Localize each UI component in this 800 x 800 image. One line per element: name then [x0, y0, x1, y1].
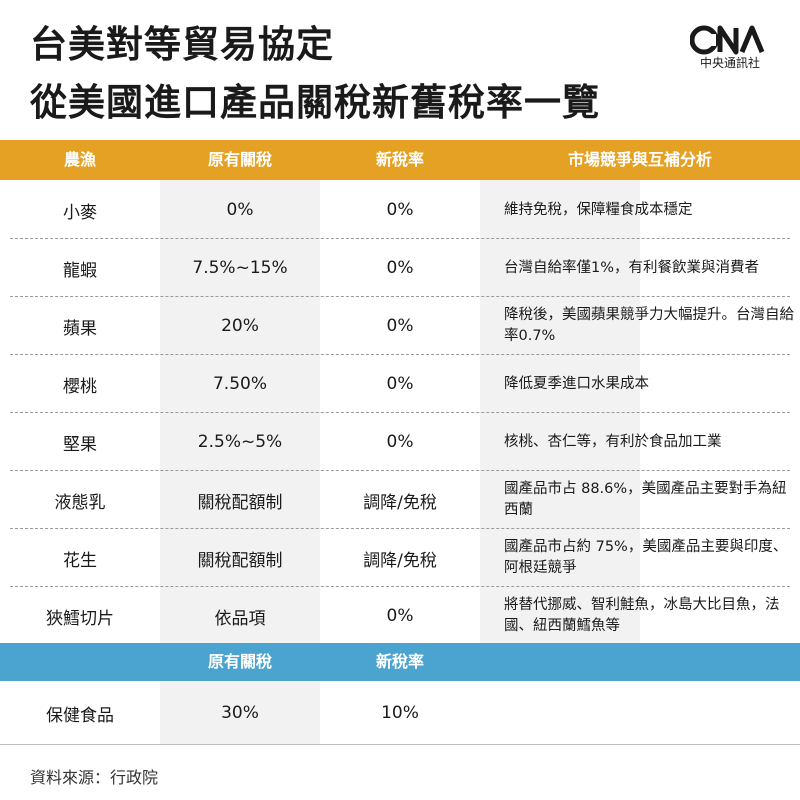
row-divider	[10, 238, 790, 239]
row-divider	[10, 586, 790, 587]
table-row: 花生 關稅配額制 調降/免稅 國產品市占約 75%，美國產品主要與印度、阿根廷競…	[0, 529, 800, 587]
header-analysis: 市場競爭與互補分析	[567, 150, 712, 169]
row-old-tariff: 關稅配額制	[197, 550, 283, 571]
row-divider	[10, 412, 790, 413]
row-item: 狹鱈切片	[46, 608, 114, 629]
row-item: 蘋果	[63, 318, 97, 339]
row-new-tariff: 0%	[386, 432, 414, 452]
table-row: 小麥 0% 0% 維持免稅，保障糧食成本穩定	[0, 181, 800, 239]
row-new-tariff: 調降/免稅	[363, 550, 437, 571]
row-analysis: 維持免稅，保障糧食成本穩定	[504, 201, 693, 218]
row-item: 保健食品	[46, 705, 114, 726]
table-header-secondary: 原有關稅 新稅率	[0, 643, 800, 681]
row-divider	[10, 296, 790, 297]
table-header: 農漁 原有關稅 新稅率 市場競爭與互補分析	[0, 140, 800, 180]
row-old-tariff: 20%	[221, 316, 259, 336]
row-old-tariff: 2.5%~5%	[197, 432, 283, 452]
row-analysis: 國產品市占 88.6%，美國產品主要對手為紐西蘭	[504, 481, 787, 518]
row-old-tariff: 7.5%~15%	[192, 258, 288, 278]
row-new-tariff: 0%	[386, 316, 414, 336]
row-new-tariff: 調降/免稅	[363, 492, 437, 513]
row-new-tariff: 0%	[386, 606, 414, 626]
row-analysis: 台灣自給率僅1%，有利餐飲業與消費者	[504, 259, 760, 276]
row-old-tariff: 30%	[221, 703, 259, 723]
cna-logo-text: 中央通訊社	[699, 56, 760, 70]
table-row: 龍蝦 7.5%~15% 0% 台灣自給率僅1%，有利餐飲業與消費者	[0, 239, 800, 297]
table-row: 狹鱈切片 依品項 0% 將替代挪威、智利鮭魚，冰島大比目魚，法國、紐西蘭鱈魚等	[0, 587, 800, 645]
row-analysis: 國產品市占約 75%，美國產品主要與印度、阿根廷競爭	[504, 539, 788, 576]
table-row: 液態乳 關稅配額制 調降/免稅 國產品市占 88.6%，美國產品主要對手為紐西蘭	[0, 471, 800, 529]
old-tariff-column-bg-2	[160, 681, 320, 744]
row-analysis: 核桃、杏仁等，有利於食品加工業	[504, 433, 722, 450]
row-analysis: 將替代挪威、智利鮭魚，冰島大比目魚，法國、紐西蘭鱈魚等	[504, 597, 780, 634]
row-old-tariff: 關稅配額制	[197, 492, 283, 513]
row-item: 龍蝦	[63, 260, 97, 281]
row-analysis: 降稅後，美國蘋果競爭力大幅提升。台灣自給率0.7%	[504, 307, 794, 344]
row-item: 櫻桃	[63, 376, 97, 397]
row-new-tariff: 0%	[386, 200, 414, 220]
table-row-health: 保健食品 30% 10%	[0, 684, 800, 742]
header2-old-tariff: 原有關稅	[207, 652, 272, 671]
header2-new-tariff: 新稅率	[375, 652, 424, 671]
row-old-tariff: 0%	[226, 200, 254, 220]
row-old-tariff: 7.50%	[212, 374, 267, 394]
old-tariff-column-bg	[160, 180, 320, 643]
row-item: 花生	[63, 550, 97, 571]
row-analysis: 降低夏季進口水果成本	[504, 375, 649, 392]
table-row: 堅果 2.5%~5% 0% 核桃、杏仁等，有利於食品加工業	[0, 413, 800, 471]
title-line-2: 從美國進口產品關稅新舊稅率一覽	[30, 81, 600, 124]
row-new-tariff: 0%	[386, 258, 414, 278]
title-line-1: 台美對等貿易協定	[30, 23, 334, 66]
source-note: 資料來源：行政院	[30, 768, 159, 787]
table-bottom-line	[0, 744, 800, 745]
row-divider	[10, 354, 790, 355]
table-row: 蘋果 20% 0% 降稅後，美國蘋果競爭力大幅提升。台灣自給率0.7%	[0, 297, 800, 355]
header-new-tariff: 新稅率	[375, 150, 424, 169]
cna-logo-icon	[690, 25, 765, 55]
row-divider	[10, 528, 790, 529]
row-divider	[10, 470, 790, 471]
header-old-tariff: 原有關稅	[207, 150, 272, 169]
row-item: 小麥	[63, 202, 97, 223]
table-row: 櫻桃 7.50% 0% 降低夏季進口水果成本	[0, 355, 800, 413]
row-item: 堅果	[63, 434, 97, 455]
header-category: 農漁	[63, 150, 96, 169]
row-new-tariff: 0%	[386, 374, 414, 394]
row-old-tariff: 依品項	[214, 608, 266, 629]
row-item: 液態乳	[54, 492, 106, 513]
row-new-tariff: 10%	[381, 703, 419, 723]
analysis-column-bg	[480, 180, 640, 643]
